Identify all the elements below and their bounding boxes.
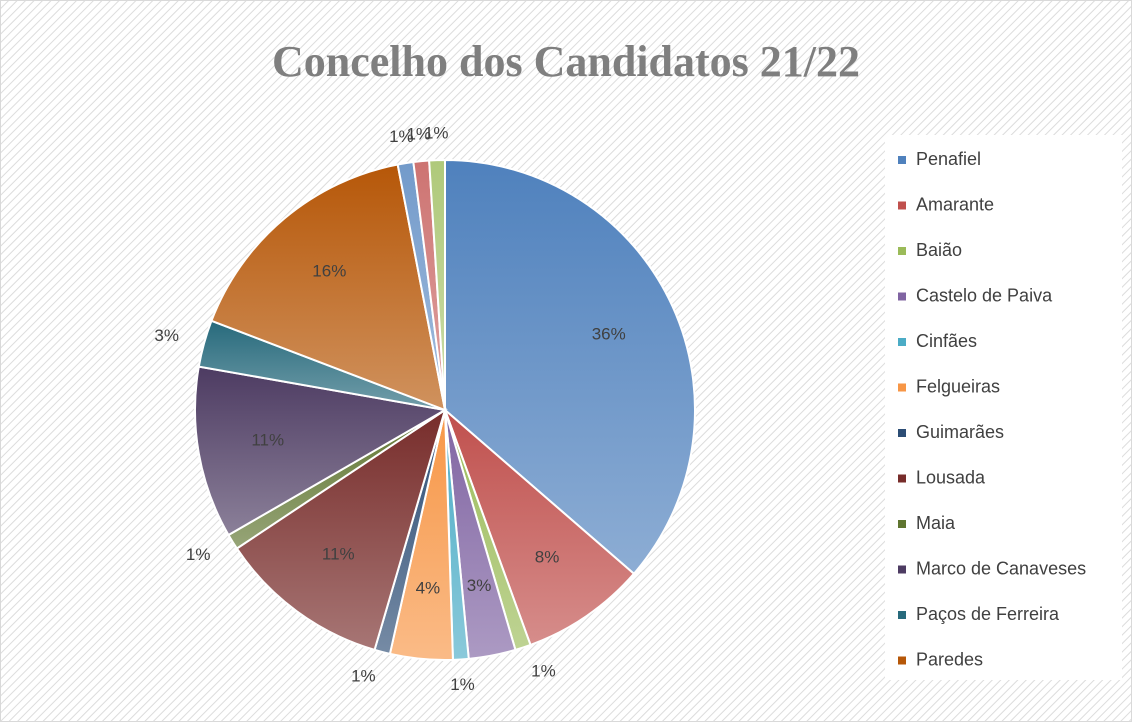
legend-label: Cinfães xyxy=(916,331,977,351)
legend-label: Marco de Canaveses xyxy=(916,558,1086,578)
pie-slice xyxy=(194,365,448,537)
data-label: 1% xyxy=(389,127,414,146)
legend-label: Guimarães xyxy=(916,422,1004,442)
pie-slice xyxy=(428,158,446,411)
pie xyxy=(194,158,696,661)
legend-swatch xyxy=(898,565,906,574)
legend-swatch xyxy=(898,292,906,301)
pie-slice xyxy=(444,158,696,576)
legend-swatch xyxy=(898,338,906,346)
legend-swatch xyxy=(898,383,906,392)
legend-swatch xyxy=(898,474,906,483)
legend-label: Lousada xyxy=(916,467,986,487)
data-label: 4% xyxy=(416,579,441,598)
legend-swatch xyxy=(898,429,906,437)
legend-swatch xyxy=(898,656,906,665)
data-label: 1% xyxy=(424,124,449,143)
legend-swatch xyxy=(898,201,906,210)
data-label: 1% xyxy=(406,125,431,144)
pie-slice xyxy=(235,407,447,652)
legend-swatch xyxy=(898,247,906,255)
legend-swatch xyxy=(898,611,906,619)
data-label: 1% xyxy=(450,675,475,694)
chart-title: Concelho dos Candidatos 21/22 xyxy=(272,37,860,86)
legend-label: Paredes xyxy=(916,649,983,669)
data-label: 1% xyxy=(531,662,556,681)
data-label: 8% xyxy=(535,548,560,567)
data-label: 16% xyxy=(312,262,346,281)
pie-slice xyxy=(210,163,447,412)
data-label: 11% xyxy=(322,544,355,563)
data-label: 3% xyxy=(154,326,179,345)
data-label: 3% xyxy=(467,576,492,595)
pie-slice xyxy=(442,406,636,647)
legend-label: Baião xyxy=(916,240,962,260)
data-label: 11% xyxy=(251,431,284,450)
legend-background xyxy=(885,135,1122,680)
data-label: 1% xyxy=(186,545,211,564)
legend-label: Penafiel xyxy=(916,149,981,169)
legend-label: Paços de Ferreira xyxy=(916,604,1060,624)
legend-label: Castelo de Paiva xyxy=(916,285,1053,305)
legend-swatch xyxy=(898,156,906,164)
legend-swatch xyxy=(898,520,906,528)
data-label: 1% xyxy=(351,667,376,686)
legend-label: Felgueiras xyxy=(916,376,1000,396)
legend-label: Amarante xyxy=(916,194,994,214)
legend-label: Maia xyxy=(916,513,956,533)
data-label: 36% xyxy=(592,325,626,344)
